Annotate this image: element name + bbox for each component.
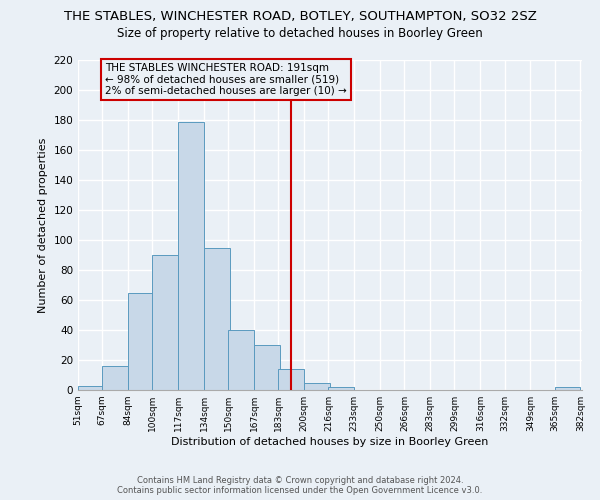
Bar <box>278 369 304 390</box>
Text: Size of property relative to detached houses in Boorley Green: Size of property relative to detached ho… <box>117 28 483 40</box>
Text: THE STABLES, WINCHESTER ROAD, BOTLEY, SOUTHAMPTON, SO32 2SZ: THE STABLES, WINCHESTER ROAD, BOTLEY, SO… <box>64 10 536 23</box>
Bar <box>304 382 330 390</box>
Bar <box>554 387 580 390</box>
Bar <box>228 330 254 390</box>
Text: THE STABLES WINCHESTER ROAD: 191sqm
← 98% of detached houses are smaller (519)
2: THE STABLES WINCHESTER ROAD: 191sqm ← 98… <box>106 63 347 96</box>
Bar <box>102 366 128 390</box>
Y-axis label: Number of detached properties: Number of detached properties <box>38 138 48 312</box>
Text: Contains HM Land Registry data © Crown copyright and database right 2024.
Contai: Contains HM Land Registry data © Crown c… <box>118 476 482 495</box>
Bar <box>178 122 204 390</box>
Bar <box>204 248 230 390</box>
Bar <box>128 292 154 390</box>
Bar <box>328 387 354 390</box>
Bar <box>78 386 104 390</box>
Bar <box>152 255 178 390</box>
Bar <box>254 345 280 390</box>
X-axis label: Distribution of detached houses by size in Boorley Green: Distribution of detached houses by size … <box>172 437 488 447</box>
